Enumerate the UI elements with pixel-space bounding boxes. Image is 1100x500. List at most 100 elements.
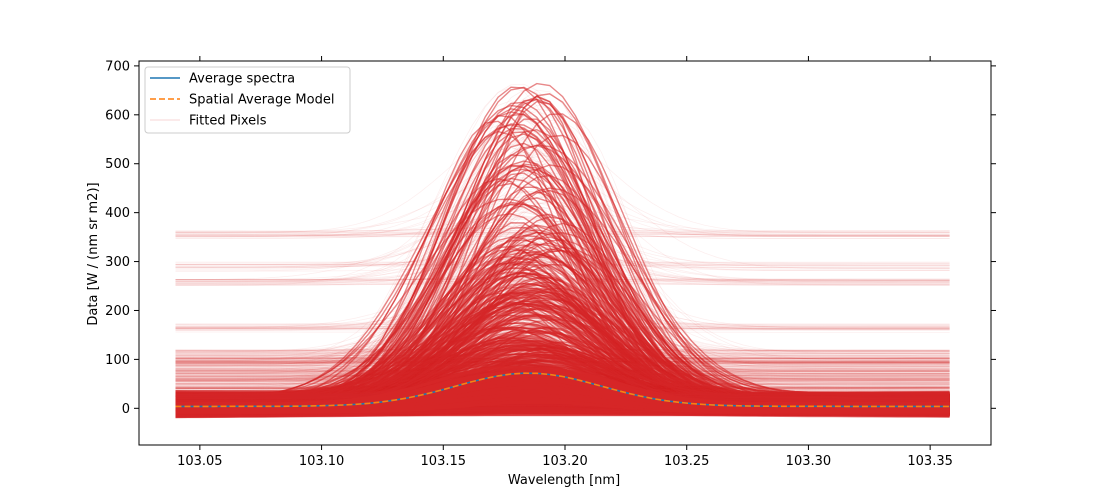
fitted-pixel-line — [175, 270, 950, 385]
x-tick-label: 103.35 — [907, 454, 953, 469]
fitted-pixel-line — [175, 278, 950, 280]
fitted-pixel-line — [175, 285, 950, 369]
fitted-pixel-line — [175, 276, 950, 283]
fitted-pixel-line — [175, 365, 950, 367]
fitted-pixel-line — [175, 360, 950, 368]
fitted-pixel-line — [175, 337, 950, 365]
legend-label: Fitted Pixels — [189, 114, 267, 129]
fitted-pixel-line — [175, 303, 950, 355]
fitted-pixel-line — [175, 279, 950, 281]
fitted-pixel-line — [175, 270, 950, 329]
x-tick-label: 103.30 — [786, 454, 832, 469]
x-tick-label: 103.10 — [299, 454, 345, 469]
fitted-pixel-line — [175, 177, 950, 238]
fitted-pixel-line — [175, 231, 950, 269]
fitted-pixel-line — [175, 324, 950, 381]
fitted-pixel-line — [175, 258, 950, 353]
y-axis-label: Data [W / (nm sr m2)] — [86, 182, 101, 325]
fitted-pixel-line — [175, 232, 950, 388]
fitted-pixel-line — [175, 292, 950, 369]
fitted-pixel-line — [175, 258, 950, 370]
fitted-pixel-line — [175, 120, 950, 234]
fitted-pixel-line — [175, 361, 950, 365]
y-tick-label: 0 — [122, 402, 130, 417]
fitted-pixel-line — [175, 360, 950, 378]
legend-label: Average spectra — [189, 72, 295, 87]
fitted-pixel-line — [175, 336, 950, 377]
fitted-pixel-line — [175, 162, 950, 390]
fitted-pixel-line — [175, 262, 950, 266]
fitted-pixel-line — [175, 247, 950, 328]
fitted-pixel-line — [175, 284, 950, 363]
fitted-pixel-line — [175, 325, 950, 380]
fitted-pixel-line — [175, 314, 950, 386]
legend-box — [144, 66, 351, 134]
fitted-pixel-line — [175, 227, 950, 239]
fitted-pixel-line — [175, 353, 950, 362]
fitted-pixel-line — [175, 202, 950, 233]
y-tick-label: 300 — [105, 255, 130, 270]
fitted-pixel-line — [175, 334, 950, 356]
fitted-pixel-line — [175, 346, 950, 385]
fitted-pixel-line — [175, 360, 950, 363]
fitted-pixel-line — [175, 342, 950, 355]
y-tick-label: 200 — [105, 304, 130, 319]
fitted-pixel-line — [175, 329, 950, 352]
fitted-pixel-line — [175, 263, 950, 363]
fitted-pixel-line — [175, 256, 950, 370]
x-tick-label: 103.20 — [542, 454, 588, 469]
y-tick-label: 700 — [105, 59, 130, 74]
fitted-pixel-line — [175, 168, 950, 367]
fitted-pixel-line — [175, 282, 950, 399]
fitted-pixel-line — [175, 360, 950, 363]
fitted-pixel-line — [175, 128, 950, 361]
y-tick-label: 500 — [105, 157, 130, 172]
fitted-pixel-line — [175, 257, 950, 331]
fitted-pixel-line — [175, 269, 950, 390]
fitted-pixel-line — [175, 309, 950, 352]
x-tick-label: 103.15 — [421, 454, 467, 469]
fitted-pixel-line — [175, 241, 950, 375]
fitted-pixel-line — [175, 362, 950, 377]
x-axis-label: Wavelength [nm] — [508, 473, 620, 488]
fitted-pixel-line — [175, 338, 950, 362]
x-tick-label: 103.25 — [664, 454, 710, 469]
fitted-pixel-line — [175, 257, 950, 286]
fitted-pixel-line — [175, 255, 950, 383]
fitted-pixel-line — [175, 389, 950, 406]
legend: Average spectra Spatial Average Model Fitt… — [144, 66, 351, 134]
fitted-pixel-line — [175, 349, 950, 369]
fitted-pixel-line — [175, 297, 950, 374]
fitted-pixel-line — [175, 231, 950, 283]
fitted-pixel-line — [175, 322, 950, 382]
fitted-pixel-line — [175, 311, 950, 354]
fitted-pixel-line — [175, 165, 950, 237]
fitted-pixel-line — [175, 344, 950, 354]
fitted-pixel-line — [175, 340, 950, 354]
fitted-pixel-line — [175, 206, 950, 268]
fitted-pixel-line — [175, 228, 950, 233]
fitted-pixel-line — [175, 191, 950, 284]
fitted-pixel-line — [175, 215, 950, 282]
fitted-pixel-line — [175, 229, 950, 237]
spatial-average-model-line — [175, 372, 950, 408]
fitted-pixel-line — [175, 279, 950, 286]
fitted-pixel-line — [175, 244, 950, 358]
fitted-pixel-line — [175, 263, 950, 328]
fitted-pixel-line — [175, 219, 950, 237]
fitted-pixel-line — [175, 143, 950, 388]
fitted-pixel-line — [175, 393, 950, 410]
fitted-pixel-line — [175, 111, 950, 383]
average-spectra-layer — [175, 372, 950, 408]
fitted-pixel-line — [175, 239, 950, 354]
fitted-pixel-line — [175, 249, 950, 366]
fitted-pixel-line — [175, 306, 950, 365]
fitted-pixel-line — [175, 323, 950, 329]
fitted-pixel-line — [175, 235, 950, 237]
fitted-pixel-line — [175, 357, 950, 382]
fitted-pixel-line — [175, 241, 950, 381]
fitted-pixel-line — [175, 206, 950, 364]
fitted-pixel-line — [175, 238, 950, 372]
fitted-pixel-line — [175, 242, 950, 383]
